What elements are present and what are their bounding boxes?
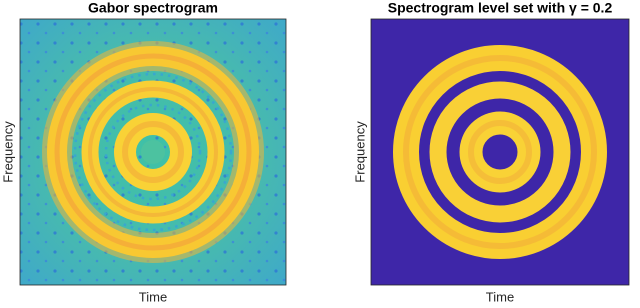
- y-axis-label: Frequency: [0, 121, 15, 183]
- inner-ring-core: [122, 121, 184, 183]
- inner-ring-core: [468, 120, 532, 184]
- center: [141, 140, 165, 164]
- outer-ring-core: [54, 53, 252, 251]
- x-axis-label: Time: [486, 289, 514, 304]
- right-panel: Spectrogram level set with γ = 0.2 Time …: [352, 0, 630, 304]
- axes-box: [19, 18, 287, 286]
- y-axis-label: Frequency: [352, 121, 367, 183]
- outer-ring-core: [403, 55, 597, 249]
- zero-ring: [104, 103, 202, 201]
- left-panel: Gabor spectrogram Time Frequency: [0, 0, 287, 304]
- middle-ring: [429, 81, 571, 223]
- zero-ring: [73, 72, 233, 232]
- panel-title: Spectrogram level set with γ = 0.2: [388, 0, 613, 16]
- panel-title: Gabor spectrogram: [88, 0, 218, 16]
- axes-box: [370, 18, 630, 286]
- middle-ring-core: [88, 87, 218, 217]
- x-axis-label: Time: [139, 289, 167, 304]
